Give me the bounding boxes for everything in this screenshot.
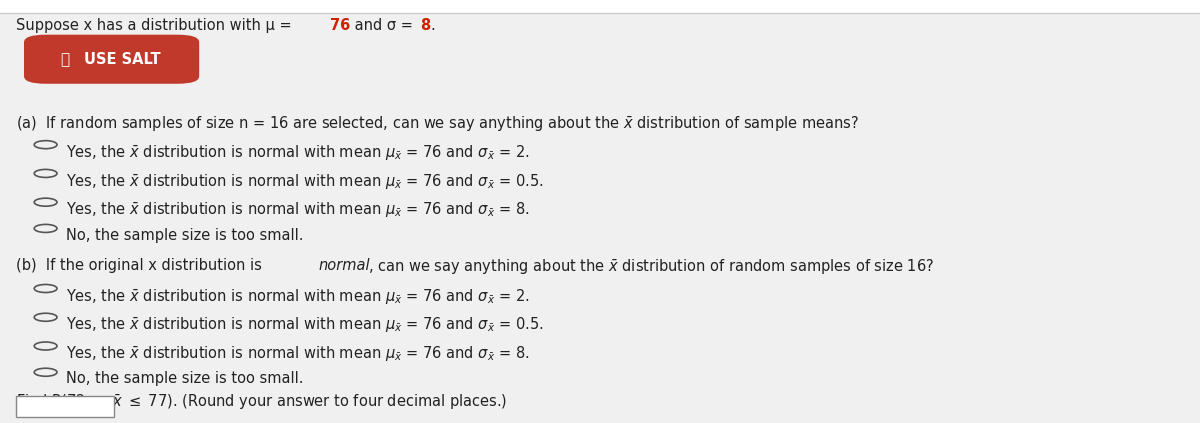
Text: No, the sample size is too small.: No, the sample size is too small. [66, 228, 304, 242]
Text: No, the sample size is too small.: No, the sample size is too small. [66, 371, 304, 386]
Bar [0, 0, 1200, 13]
Text: Suppose x has a distribution with μ =: Suppose x has a distribution with μ = [16, 18, 296, 33]
FancyBboxPatch shape [24, 35, 199, 84]
Text: Yes, the $\bar{x}$ distribution is normal with mean $\mu_{\bar{x}}$ = 76 and $\s: Yes, the $\bar{x}$ distribution is norma… [66, 345, 529, 364]
Text: .: . [431, 18, 436, 33]
Bar [16, 396, 114, 417]
Text: (a)  If random samples of size n = 16 are selected, can we say anything about th: (a) If random samples of size n = 16 are… [16, 115, 858, 134]
Text: Yes, the $\bar{x}$ distribution is normal with mean $\mu_{\bar{x}}$ = 76 and $\s: Yes, the $\bar{x}$ distribution is norma… [66, 144, 529, 163]
Text: , can we say anything about the $\bar{x}$ distribution of random samples of size: , can we say anything about the $\bar{x}… [368, 258, 935, 277]
Text: Find P(72 $\leq$ $\bar{x}$ $\leq$ 77). (Round your answer to four decimal places: Find P(72 $\leq$ $\bar{x}$ $\leq$ 77). (… [16, 393, 506, 412]
Text: ⎙: ⎙ [60, 52, 70, 67]
Text: Yes, the $\bar{x}$ distribution is normal with mean $\mu_{\bar{x}}$ = 76 and $\s: Yes, the $\bar{x}$ distribution is norma… [66, 316, 544, 335]
Text: 8: 8 [420, 18, 431, 33]
Text: Yes, the $\bar{x}$ distribution is normal with mean $\mu_{\bar{x}}$ = 76 and $\s: Yes, the $\bar{x}$ distribution is norma… [66, 173, 544, 192]
Text: normal: normal [318, 258, 370, 273]
Text: Yes, the $\bar{x}$ distribution is normal with mean $\mu_{\bar{x}}$ = 76 and $\s: Yes, the $\bar{x}$ distribution is norma… [66, 288, 529, 307]
Text: and σ =: and σ = [350, 18, 418, 33]
Text: 76: 76 [330, 18, 350, 33]
Text: Yes, the $\bar{x}$ distribution is normal with mean $\mu_{\bar{x}}$ = 76 and $\s: Yes, the $\bar{x}$ distribution is norma… [66, 201, 529, 220]
Text: USE SALT: USE SALT [84, 52, 161, 67]
Text: (b)  If the original x distribution is: (b) If the original x distribution is [16, 258, 266, 273]
